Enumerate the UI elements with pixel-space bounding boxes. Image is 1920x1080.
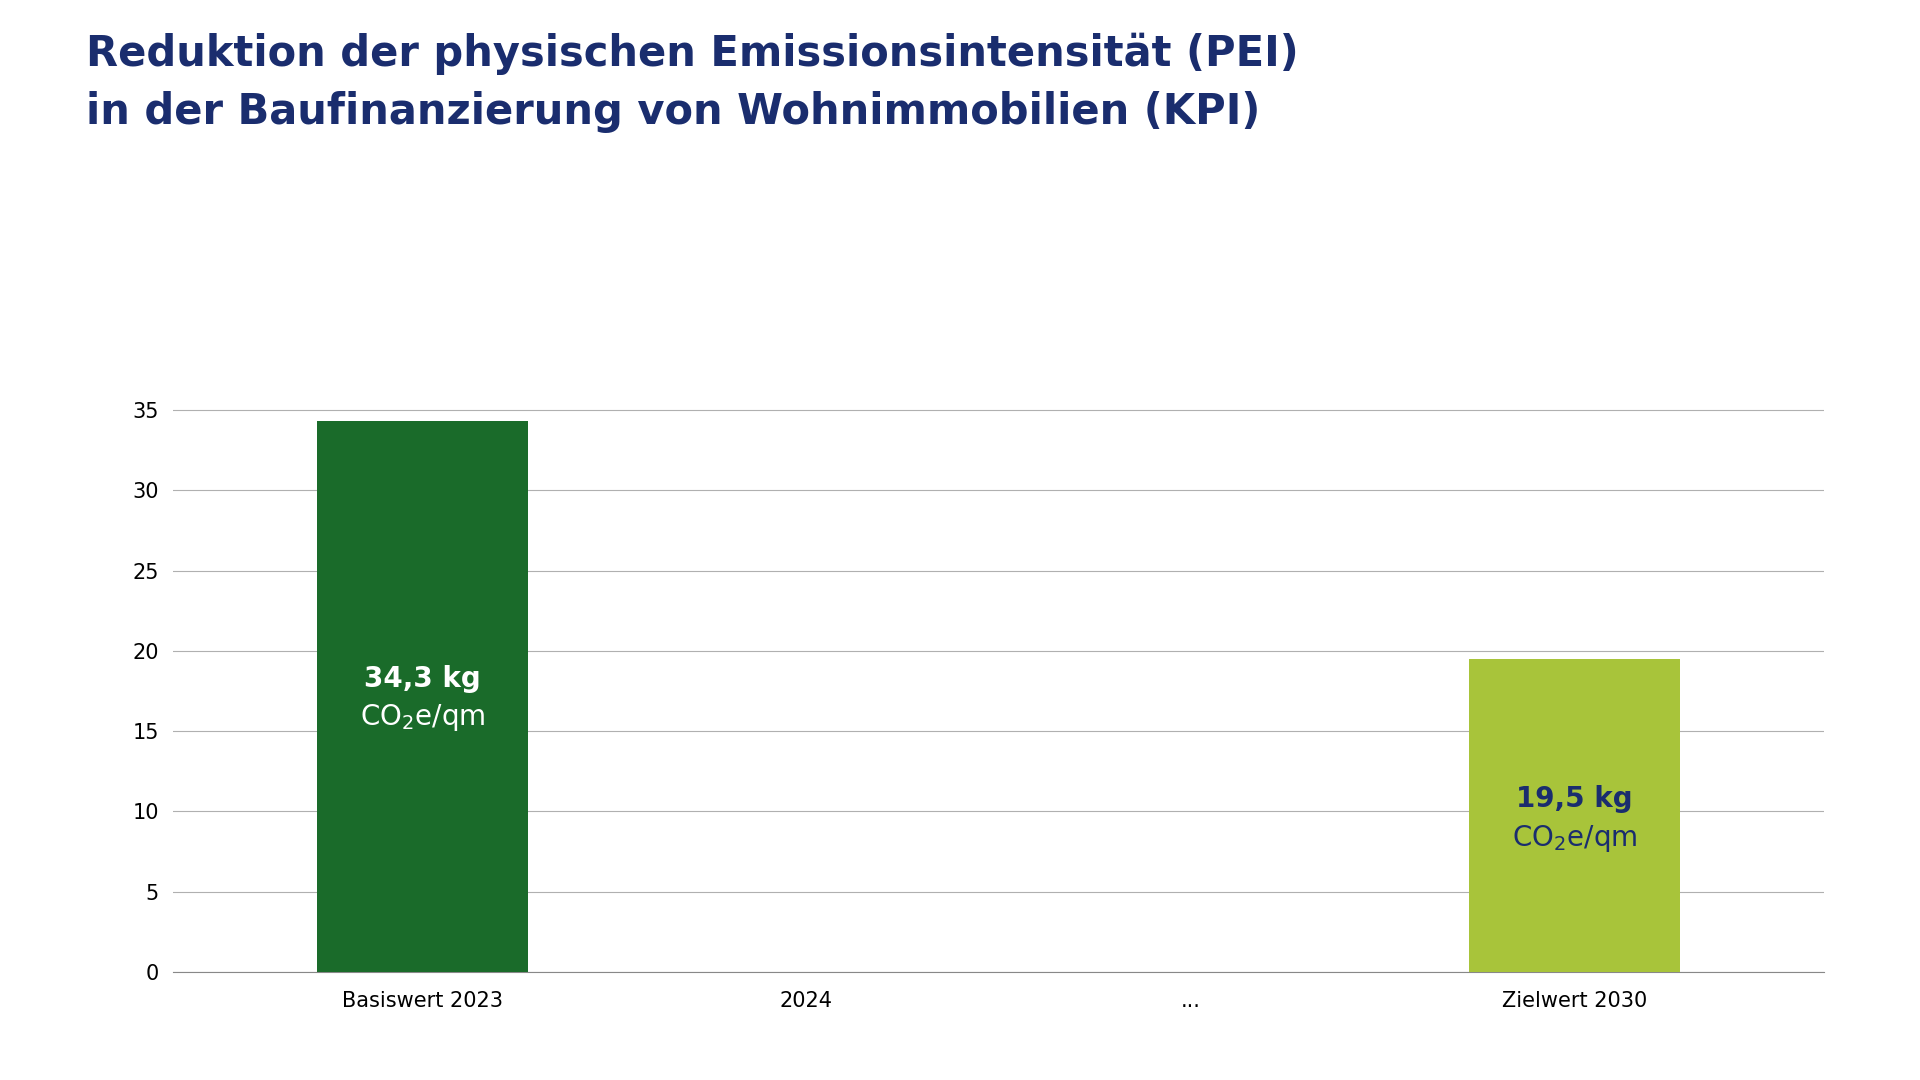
Text: 34,3 kg
$\mathrm{CO_2e/qm}$: 34,3 kg $\mathrm{CO_2e/qm}$ bbox=[359, 665, 486, 733]
Bar bbox=[1469, 659, 1680, 972]
Bar bbox=[317, 421, 528, 972]
Text: Reduktion der physischen Emissionsintensität (PEI)
in der Baufinanzierung von Wo: Reduktion der physischen Emissionsintens… bbox=[86, 32, 1300, 133]
Text: 19,5 kg
$\mathrm{CO_2e/qm}$: 19,5 kg $\mathrm{CO_2e/qm}$ bbox=[1511, 785, 1638, 853]
